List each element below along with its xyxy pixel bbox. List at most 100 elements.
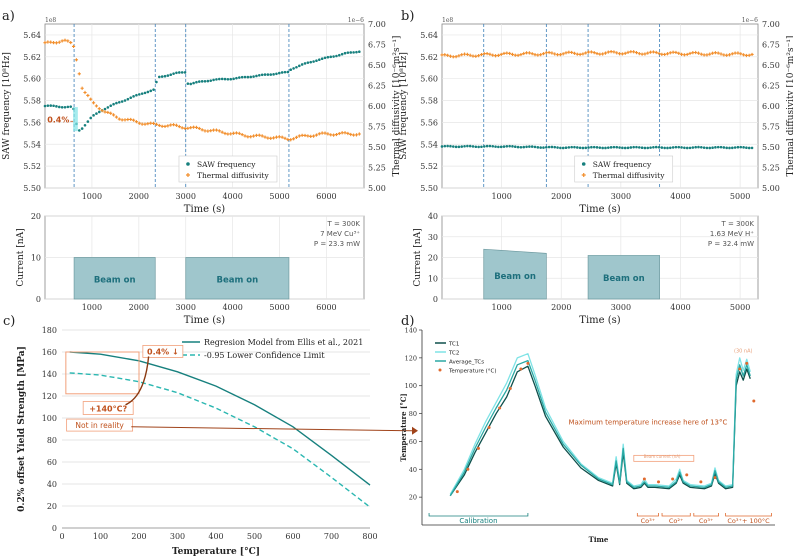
saw-frequency-point [192, 81, 195, 85]
y2-tick-label: 5.75 [762, 123, 780, 132]
saw-frequency-point [309, 60, 313, 64]
saw-frequency-point [112, 102, 115, 106]
legend-label-regression: Regresion Model from Ellis et al., 2021 [204, 338, 363, 347]
y-tick-label: 160 [42, 348, 57, 357]
thermal-diffusivity-point [581, 52, 585, 56]
x-axis-title: Time (s) [184, 315, 225, 326]
y-axis-title: Temperature [°C] [399, 393, 408, 461]
x-tick-label: 2000 [551, 192, 571, 201]
thermal-diffusivity-point [660, 52, 664, 56]
thermal-diffusivity-point [702, 53, 706, 57]
thermal-diffusivity-point [169, 123, 173, 127]
saw-frequency-point [272, 73, 275, 76]
saw-frequency-point [197, 80, 201, 83]
y-tick-label: 180 [42, 326, 57, 335]
saw-frequency-point [570, 145, 573, 149]
saw-frequency-point [318, 58, 321, 62]
saw-frequency-point [623, 146, 627, 150]
thermal-diffusivity-point [479, 52, 484, 57]
thermal-diffusivity-point [191, 125, 196, 129]
saw-frequency-point [530, 145, 534, 148]
saw-frequency-point [255, 74, 258, 78]
thermal-diffusivity-point [229, 132, 233, 136]
thermal-diffusivity-point [471, 54, 475, 58]
thermal-diffusivity-point [266, 136, 270, 140]
temperature-point [519, 367, 523, 371]
thermal-diffusivity-point [727, 53, 732, 57]
saw-frequency-point [266, 73, 270, 76]
beam-current-area [185, 257, 290, 300]
thermal-diffusivity-point [446, 53, 450, 57]
drop-annotation: 0.4% [47, 115, 69, 124]
temperature-point [498, 406, 502, 410]
beam-info-text: 7 MeV Cu³⁺ [320, 230, 360, 238]
saw-frequency-point [352, 51, 355, 54]
annotation-box [65, 351, 140, 395]
saw-frequency-point [714, 146, 717, 149]
thermal-diffusivity-point [553, 52, 557, 56]
saw-frequency-point [474, 145, 478, 149]
thermal-diffusivity-point [274, 135, 279, 139]
temperature-point [752, 399, 756, 403]
y-axis-title: Current [nA] [16, 228, 26, 286]
saw-frequency-point [169, 73, 173, 76]
scale-right: 1e−6 [348, 17, 364, 24]
thermal-diffusivity-point [530, 52, 534, 56]
saw-frequency-point [43, 104, 47, 108]
thermal-diffusivity-point [109, 111, 113, 115]
x-tick-label: 400 [208, 532, 223, 541]
saw-frequency-point [49, 104, 53, 107]
thermal-diffusivity-point [555, 53, 560, 57]
thermal-diffusivity-point [544, 51, 548, 55]
thermal-diffusivity-point [326, 132, 330, 136]
saw-frequency-point [103, 107, 107, 111]
thermal-diffusivity-point [177, 124, 181, 129]
thermal-diffusivity-point [632, 50, 636, 54]
temperature-point [713, 476, 717, 480]
legend-marker-point [438, 368, 442, 372]
thermal-diffusivity-point [89, 97, 93, 101]
phase-bracket [725, 513, 772, 517]
thermal-diffusivity-point [49, 40, 53, 44]
saw-frequency-point [269, 73, 273, 76]
thermal-diffusivity-point [243, 134, 247, 138]
phase-bracket [693, 513, 719, 517]
saw-frequency-point [329, 55, 333, 59]
y2-tick-label: 5.50 [368, 143, 386, 152]
saw-frequency-point [451, 145, 455, 148]
saw-frequency-point [183, 71, 187, 74]
saw-frequency-point [238, 76, 241, 79]
thermal-diffusivity-point [510, 52, 515, 57]
chart-b-saw-frequency: 1000 2000 3000 4000 5000 5.50 5.52 5.54 5.56 5.58… [399, 17, 793, 215]
saw-frequency-point [209, 79, 213, 82]
thermal-diffusivity-point [294, 135, 299, 139]
saw-frequency-point [513, 145, 517, 149]
saw-frequency-point [206, 79, 210, 83]
saw-frequency-point [326, 55, 330, 59]
saw-frequency-point [252, 75, 255, 78]
saw-frequency-point [525, 145, 528, 149]
y-tick-label: 120 [42, 392, 57, 401]
legend-marker-saw [186, 162, 190, 166]
y-tick-label: 5.58 [420, 97, 438, 106]
saw-frequency-point [323, 56, 327, 60]
thermal-diffusivity-point [598, 52, 602, 56]
saw-frequency-point [109, 104, 113, 108]
saw-frequency-point [335, 54, 338, 58]
saw-frequency-point [708, 146, 712, 150]
saw-frequency-point [232, 77, 235, 81]
thermal-diffusivity-point [283, 136, 287, 140]
thermal-diffusivity-point [46, 40, 50, 44]
saw-frequency-point [223, 77, 227, 81]
saw-frequency-point [132, 95, 135, 98]
y-tick-label: 0 [433, 295, 438, 304]
thermal-diffusivity-point [240, 132, 244, 137]
beam-info-text: T = 300K [720, 220, 754, 228]
saw-frequency-point [177, 71, 181, 74]
panel-label-c: c) [3, 314, 15, 329]
saw-frequency-point [632, 145, 635, 149]
chart-d-temperature: 20 40 60 80 100 120 140 TC1 TC2 Average_TCs Temper… [399, 327, 775, 544]
thermal-diffusivity-point [440, 53, 444, 57]
saw-frequency-point [502, 145, 506, 148]
thermal-diffusivity-point [665, 52, 670, 56]
